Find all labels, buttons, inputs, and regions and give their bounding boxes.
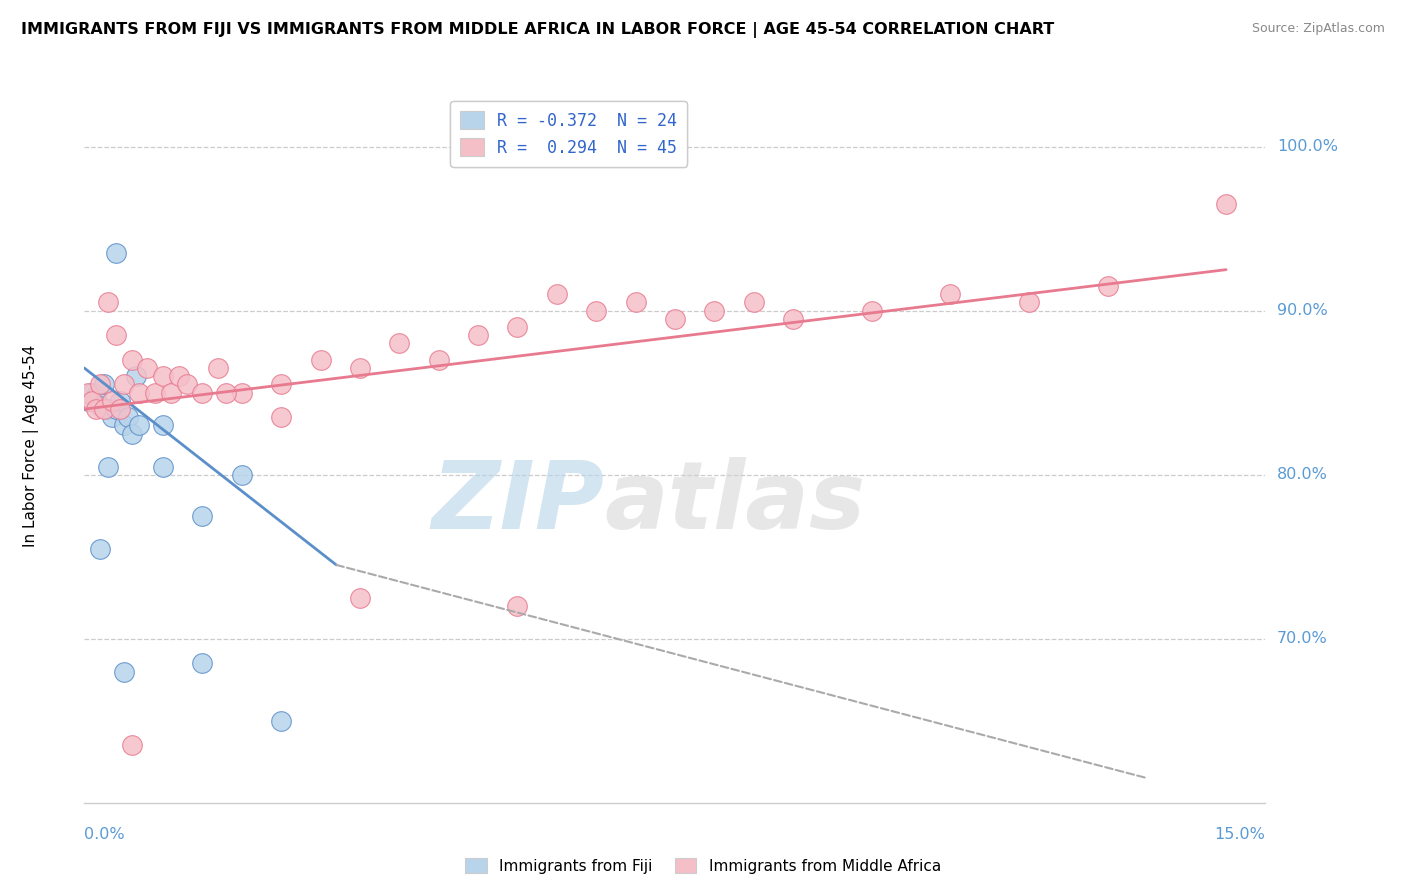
Point [101,410,124,425]
Point [427,352,450,367]
Point [309,352,332,367]
Text: ZIP: ZIP [432,457,605,549]
Point [207,361,229,376]
Point [108,393,131,408]
Point [167,369,190,384]
Point [664,311,686,326]
Point [108,402,131,417]
Point [191,508,214,523]
Point [624,295,647,310]
Point [191,385,214,400]
Point [84,389,107,403]
Point [128,385,150,400]
Point [97,402,120,417]
Point [270,714,292,728]
Point [467,328,489,343]
Point [128,418,150,433]
Point [97,459,120,474]
Point [143,385,166,400]
Point [160,385,183,400]
Point [703,303,725,318]
Point [104,328,127,343]
Text: atlas: atlas [605,457,865,549]
Point [89,377,111,392]
Text: 80.0%: 80.0% [1277,467,1329,483]
Text: 15.0%: 15.0% [1215,828,1265,842]
Point [152,418,174,433]
Point [1018,295,1040,310]
Point [270,410,292,425]
Point [742,295,765,310]
Text: In Labor Force | Age 45-54: In Labor Force | Age 45-54 [24,345,39,547]
Point [191,657,214,671]
Point [1215,197,1237,211]
Point [121,426,143,441]
Point [112,418,135,433]
Point [506,320,529,334]
Point [349,591,371,605]
Point [104,246,127,260]
Point [176,377,198,392]
Legend: R = -0.372  N = 24, R =  0.294  N = 45: R = -0.372 N = 24, R = 0.294 N = 45 [450,101,688,167]
Point [89,399,111,413]
Point [93,377,115,392]
Text: Source: ZipAtlas.com: Source: ZipAtlas.com [1251,22,1385,36]
Point [89,541,111,556]
Point [77,385,100,400]
Point [104,402,127,417]
Point [782,311,804,326]
Point [124,369,146,384]
Point [84,402,107,417]
Point [349,361,371,376]
Point [506,599,529,613]
Text: 100.0%: 100.0% [1277,139,1339,154]
Point [136,361,159,376]
Point [101,393,124,408]
Point [82,385,104,400]
Text: 90.0%: 90.0% [1277,303,1327,318]
Point [215,385,238,400]
Point [860,303,883,318]
Point [77,393,100,408]
Text: 70.0%: 70.0% [1277,632,1327,647]
Point [1097,279,1119,293]
Point [112,377,135,392]
Point [231,385,253,400]
Point [97,295,120,310]
Point [270,377,292,392]
Text: IMMIGRANTS FROM FIJI VS IMMIGRANTS FROM MIDDLE AFRICA IN LABOR FORCE | AGE 45-54: IMMIGRANTS FROM FIJI VS IMMIGRANTS FROM … [21,22,1054,38]
Text: 0.0%: 0.0% [84,828,125,842]
Point [546,287,568,301]
Point [112,665,135,679]
Point [82,393,104,408]
Point [939,287,962,301]
Point [152,459,174,474]
Point [117,410,139,425]
Point [388,336,411,351]
Point [93,402,115,417]
Point [585,303,607,318]
Legend: Immigrants from Fiji, Immigrants from Middle Africa: Immigrants from Fiji, Immigrants from Mi… [458,852,948,880]
Point [231,467,253,482]
Point [152,369,174,384]
Point [121,739,143,753]
Point [121,352,143,367]
